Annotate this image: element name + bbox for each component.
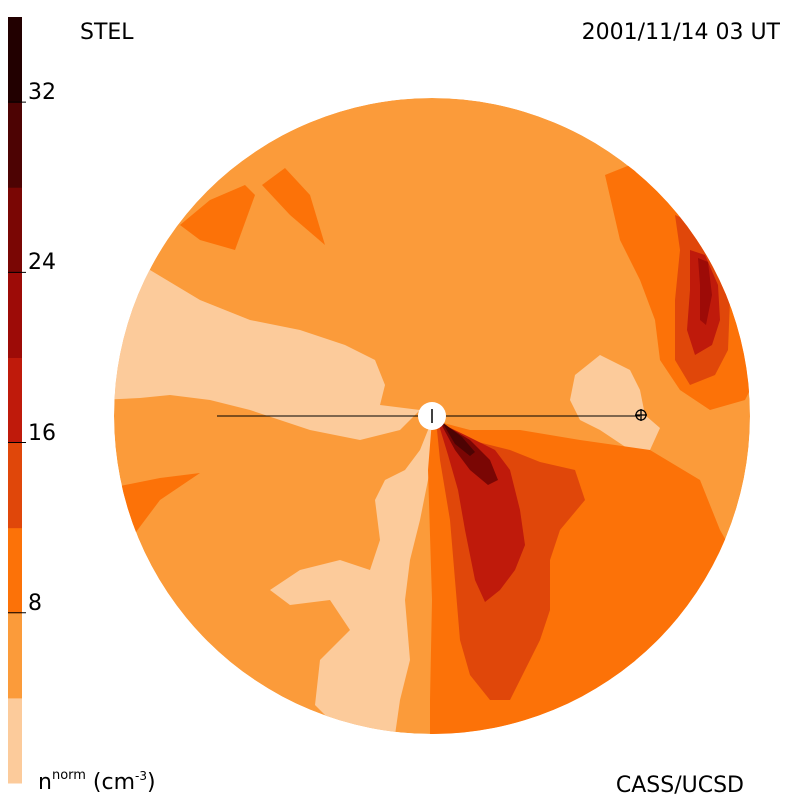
colorbar-tick-label: 32 [28, 80, 56, 106]
unit-base: n [38, 770, 52, 795]
colorbar-band-2 [8, 527, 22, 614]
colorbar-band-7 [8, 102, 22, 188]
high-density-streamer-south [438, 422, 525, 602]
colorbar-band-0 [8, 697, 22, 784]
colorbar-band-1 [8, 612, 22, 699]
peak-density-northeast [698, 258, 712, 325]
low-density-region-west [114, 250, 420, 440]
colorbar [8, 17, 26, 784]
peak-density-kernel [442, 422, 475, 456]
colorbar-tick-label: 8 [28, 590, 42, 616]
earth-marker [635, 409, 647, 421]
colorbar-band-4 [8, 357, 22, 444]
colorbar-band-3 [8, 442, 22, 529]
colorbar-unit-label: nnorm (cm-3) [38, 769, 156, 795]
credit-label: CASS/UCSD [615, 773, 744, 798]
colorbar-tick-label: 16 [28, 420, 56, 446]
colorbar-band-8 [8, 17, 22, 103]
colorbar-tick-label: 24 [28, 250, 56, 276]
colorbar-band-5 [8, 272, 22, 358]
unit-superscript: norm [51, 768, 86, 783]
low-density-region-south [270, 420, 432, 734]
colorbar-band-6 [8, 187, 22, 273]
timestamp-label: 2001/11/14 03 UT [581, 20, 780, 45]
enhanced-region-northwest [180, 185, 255, 250]
low-density-region-east [570, 355, 660, 450]
enhanced-region-north [262, 168, 325, 245]
unit-exponent: -3 [135, 769, 148, 783]
unit-open: (cm [85, 770, 136, 795]
source-label: STEL [80, 20, 134, 45]
unit-close: ) [147, 770, 156, 795]
